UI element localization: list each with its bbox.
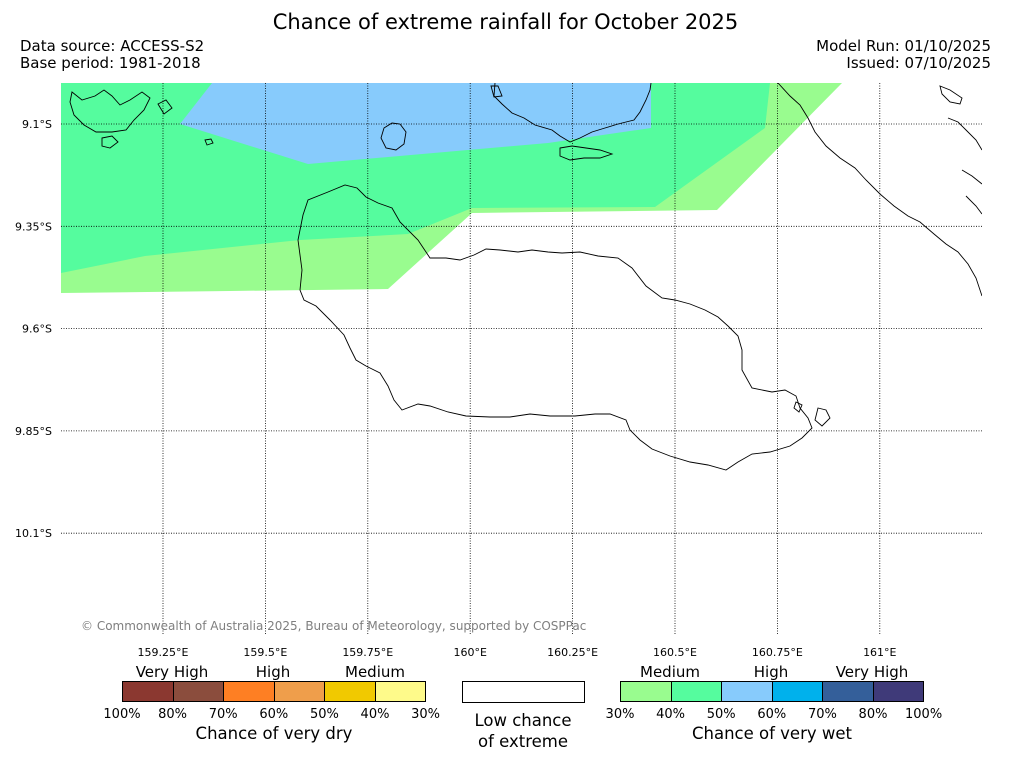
wet-category-high: High xyxy=(753,663,789,681)
wet-swatch xyxy=(822,681,874,702)
dry-swatch xyxy=(122,681,174,702)
lat-tick-labels: 9.1°S 9.35°S 9.6°S 9.85°S 10.1°S xyxy=(15,118,52,540)
lat-tick-label: 9.85°S xyxy=(15,425,52,438)
wet-swatch xyxy=(670,681,722,702)
wet-swatch xyxy=(771,681,823,702)
northeast-coast-4 xyxy=(965,195,982,215)
dry-percent-label: 80% xyxy=(158,707,188,722)
northwest-islet-3 xyxy=(204,138,214,146)
dry-swatch xyxy=(375,681,427,702)
wet-percent-label: 60% xyxy=(757,707,787,722)
lon-tick-label: 160.75°E xyxy=(752,646,803,659)
wet-swatch xyxy=(620,681,672,702)
lon-tick-label: 159.25°E xyxy=(138,646,189,659)
dry-swatch xyxy=(172,681,224,702)
main-island-outline xyxy=(297,184,813,471)
northwest-island-outline xyxy=(69,89,151,133)
low-chance-swatch xyxy=(462,681,585,703)
lon-tick-label: 160.25°E xyxy=(547,646,598,659)
northwest-islet-1 xyxy=(101,135,119,149)
issued-date: Issued: 07/10/2025 xyxy=(846,54,991,72)
northeast-islet-1 xyxy=(939,85,963,105)
dry-percent-label: 30% xyxy=(411,707,441,722)
islet-east xyxy=(814,407,831,427)
wet-percent-label: 100% xyxy=(905,707,943,722)
lon-tick-label: 161°E xyxy=(863,646,896,659)
dry-swatch xyxy=(223,681,275,702)
map-gridlines xyxy=(61,83,982,635)
meta-right: Model Run: 01/10/2025 Issued: 07/10/2025 xyxy=(816,38,991,72)
copyright-notice: © Commonwealth of Australia 2025, Bureau… xyxy=(81,619,587,633)
lon-tick-label: 160.5°E xyxy=(653,646,697,659)
forecast-map: 9.1°S9.35°S9.6°S9.85°S10.1°S 159.25°E 159… xyxy=(15,83,982,659)
coastlines xyxy=(69,83,982,471)
wet-legend-title: Chance of very wet xyxy=(692,724,852,743)
wet-percent-label: 40% xyxy=(656,707,686,722)
probability-zones xyxy=(61,83,842,293)
dry-swatch xyxy=(273,681,325,702)
lat-tick-label: 9.6°S xyxy=(22,323,52,336)
low-chance-line2: of extreme xyxy=(477,732,569,751)
lat-tick-label: 9.1°S xyxy=(22,118,52,131)
dry-category-medium: Medium xyxy=(345,663,405,681)
wet-swatch xyxy=(721,681,773,702)
lat-tick-label: 10.1°S xyxy=(15,527,52,540)
wet-percent-label: 70% xyxy=(807,707,837,722)
dry-swatch xyxy=(324,681,376,702)
dry-legend-title: Chance of very dry xyxy=(195,724,353,743)
dry-percent-label: 70% xyxy=(208,707,238,722)
wet-percent-label: 50% xyxy=(706,707,736,722)
lat-tick-label: 9.35°S xyxy=(15,220,52,233)
lon-tick-label: 159.75°E xyxy=(342,646,393,659)
dry-percent-label: 50% xyxy=(309,707,339,722)
wet-percent-label: 80% xyxy=(858,707,888,722)
wet-percent-label: 30% xyxy=(605,707,635,722)
northeast-coast-2 xyxy=(947,117,982,151)
dry-percent-label: 100% xyxy=(103,707,141,722)
lon-tick-label: 160°E xyxy=(453,646,486,659)
dry-category-very-high: Very High xyxy=(135,663,209,681)
wet-category-very-high: Very High xyxy=(835,663,909,681)
low-chance-line1: Low chance xyxy=(474,711,572,730)
zone-wet-high-50-60 xyxy=(180,83,651,164)
wet-swatch xyxy=(873,681,925,702)
round-island-outline xyxy=(380,122,407,151)
page-title: Chance of extreme rainfall for October 2… xyxy=(272,10,739,34)
lon-tick-label: 159.5°E xyxy=(243,646,287,659)
meta-left: Data source: ACCESS-S2 Base period: 1981… xyxy=(20,38,204,72)
model-run: Model Run: 01/10/2025 xyxy=(816,37,991,55)
dry-percent-label: 60% xyxy=(259,707,289,722)
base-period: Base period: 1981-2018 xyxy=(20,54,201,72)
low-chance-label: Low chance of extreme xyxy=(443,710,603,752)
islet-east-2 xyxy=(793,401,803,413)
wet-category-medium: Medium xyxy=(640,663,700,681)
islet-north-2 xyxy=(490,85,503,98)
islet-north-1 xyxy=(559,145,614,161)
lon-tick-labels: 159.25°E 159.5°E 159.75°E 160°E 160.25°E 160.… xyxy=(138,646,897,659)
dry-category-high: High xyxy=(255,663,291,681)
data-source: Data source: ACCESS-S2 xyxy=(20,37,205,55)
northeast-coast-3 xyxy=(961,169,982,185)
north-island-cluster xyxy=(493,83,652,143)
dry-percent-label: 40% xyxy=(360,707,390,722)
